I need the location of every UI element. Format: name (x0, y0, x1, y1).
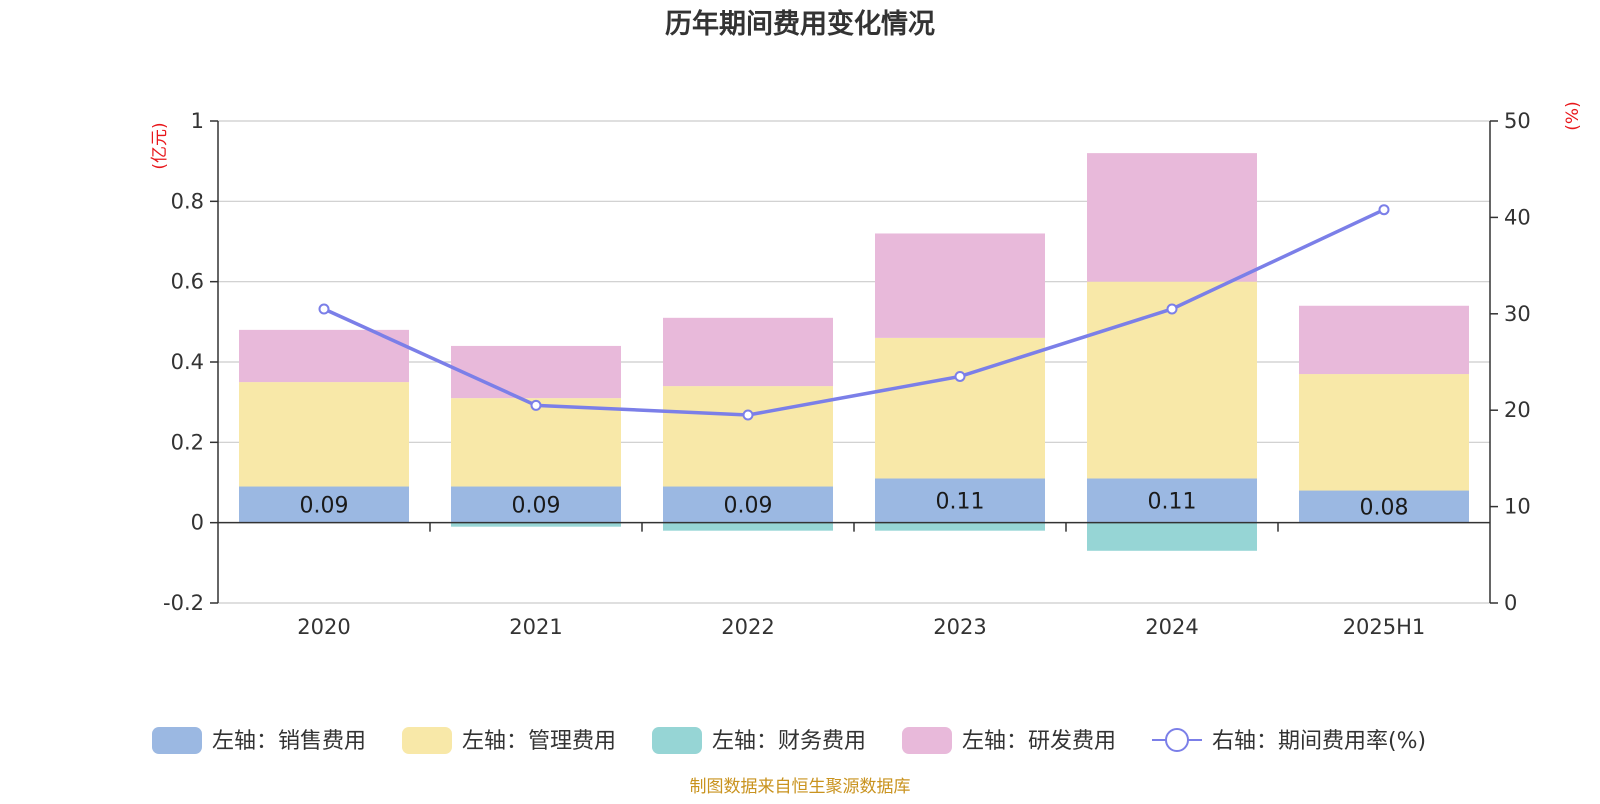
rate-point (742, 409, 754, 421)
bar-segment (451, 486, 621, 523)
rate-point (1378, 204, 1390, 216)
bar-segment (239, 486, 409, 523)
left-tick-label: 0.8 (171, 189, 204, 213)
bar-segment (875, 337, 1045, 479)
legend-label: 左轴：财务费用 (712, 729, 866, 754)
legend-marker (1165, 728, 1189, 752)
x-tick-label: 2022 (721, 615, 774, 639)
bar-segment (663, 317, 833, 387)
left-tick-label: 0.2 (171, 430, 204, 454)
legend-swatch (152, 727, 202, 754)
x-tick-label: 2024 (1145, 615, 1198, 639)
bar-segment (663, 522, 833, 531)
left-tick-label: 0.4 (171, 350, 204, 374)
bar-segment (239, 329, 409, 383)
legend-swatch (402, 727, 452, 754)
bar-segment (875, 522, 1045, 531)
left-axis-unit: (亿元) (150, 122, 170, 169)
source-note: 制图数据来自恒生聚源数据库 (690, 777, 911, 797)
right-axis-unit: (%) (1563, 101, 1583, 130)
bar-data-label: 0.09 (300, 494, 349, 519)
rate-point (954, 370, 966, 382)
x-tick-label: 2025H1 (1343, 615, 1426, 639)
legend-layer: 左轴：销售费用 左轴：管理费用 左轴：财务费用 左轴：研发费用 右轴：期间费用率(%) (152, 727, 1426, 754)
x-tick-label: 2020 (297, 615, 350, 639)
bar-segment (239, 382, 409, 487)
bar-segment (1299, 490, 1469, 523)
rate-point (318, 303, 330, 315)
right-tick-label: 30 (1504, 302, 1531, 326)
rate-point (1166, 303, 1178, 315)
left-tick-label: 1 (191, 109, 204, 133)
rate-line (323, 208, 1385, 417)
left-tick-label: -0.2 (163, 591, 204, 615)
bar-layer (239, 153, 1469, 551)
left-tick-label: 0.6 (171, 270, 204, 294)
bar-data-label: 0.09 (724, 494, 773, 519)
bar-segment (451, 522, 621, 527)
bar-data-label: 0.11 (936, 490, 985, 515)
bar-data-label: 0.08 (1360, 496, 1409, 521)
bar-segment (875, 478, 1045, 523)
right-tick-label: 20 (1504, 398, 1531, 422)
bar-segment (663, 386, 833, 487)
left-tick-label: 0 (191, 511, 204, 535)
bar-segment (451, 345, 621, 399)
bar-segment (1299, 374, 1469, 491)
grid-layer (218, 120, 1490, 604)
legend-label: 左轴：研发费用 (962, 729, 1116, 754)
right-tick-label: 10 (1504, 495, 1531, 519)
legend-label: 右轴：期间费用率(%) (1212, 729, 1426, 754)
right-tick-label: 50 (1504, 109, 1531, 133)
bar-segment (1087, 478, 1257, 523)
bar-segment (663, 486, 833, 523)
right-tick-label: 40 (1504, 205, 1531, 229)
legend-swatch (902, 727, 952, 754)
x-tick-label: 2023 (933, 615, 986, 639)
label-layer: 0.09 0.09 0.09 0.11 0.11 0.08 (300, 490, 1409, 521)
right-tick-label: 0 (1504, 591, 1517, 615)
line-layer (318, 204, 1390, 421)
bar-segment (1087, 153, 1257, 282)
x-tick-label: 2021 (509, 615, 562, 639)
bar-segment (1087, 522, 1257, 551)
chart-title: 历年期间费用变化情况 (665, 8, 935, 40)
bar-segment (1299, 305, 1469, 375)
bar-segment (875, 233, 1045, 338)
legend-label: 左轴：管理费用 (462, 729, 616, 754)
bar-segment (451, 398, 621, 487)
legend-swatch (652, 727, 702, 754)
bar-data-label: 0.09 (512, 494, 561, 519)
legend-label: 左轴：销售费用 (212, 729, 366, 754)
rate-point (530, 399, 542, 411)
axis-layer: 1 0.8 0.6 0.4 0.2 0 -0.2 50 40 30 20 10 0 2020 2021 202… (150, 101, 1583, 639)
bar-data-label: 0.11 (1148, 490, 1197, 515)
